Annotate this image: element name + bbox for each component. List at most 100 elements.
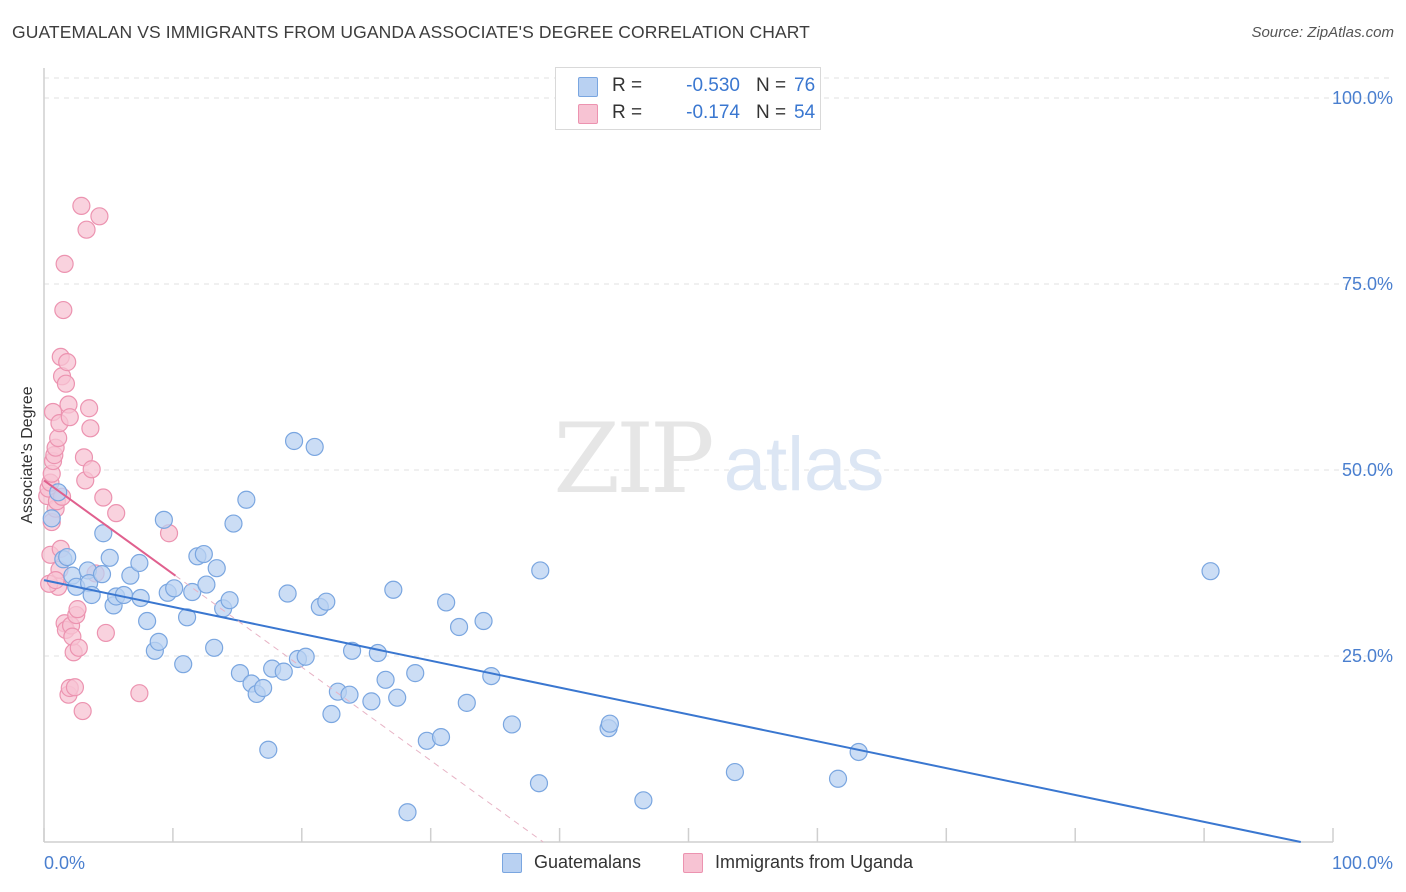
- guatemalan-point: [220, 591, 239, 610]
- guatemalan-point: [174, 655, 193, 674]
- legend-label: Immigrants from Uganda: [715, 852, 914, 872]
- guatemalan-point: [42, 509, 61, 528]
- watermark-zip: ZIP: [553, 403, 712, 515]
- guatemalan-point: [254, 678, 273, 698]
- y-tick-label: 50.0%: [1342, 460, 1393, 480]
- uganda-point: [58, 353, 77, 372]
- uganda-trend-line: [43, 479, 177, 577]
- legend-swatch-pink: [578, 104, 598, 124]
- guatemalan-point: [725, 762, 745, 782]
- guatemalans-trend-line: [43, 579, 1301, 843]
- guatemalan-point: [183, 582, 202, 602]
- chart-title: GUATEMALAN VS IMMIGRANTS FROM UGANDA ASS…: [12, 22, 810, 42]
- guatemalan-point: [531, 561, 550, 580]
- guatemalan-point: [100, 548, 119, 567]
- watermark: ZIP atlas: [553, 403, 884, 515]
- guatemalan-point: [437, 593, 456, 612]
- guatemalan-point: [237, 490, 256, 509]
- guatemalan-point: [406, 664, 425, 683]
- uganda-point: [54, 300, 73, 320]
- legend-swatch-blue: [502, 853, 522, 873]
- uganda-point: [77, 220, 96, 239]
- guatemalan-point: [634, 791, 653, 810]
- guatemalan-point: [388, 688, 407, 707]
- guatemalan-point: [502, 715, 522, 734]
- guatemalan-point: [376, 670, 395, 689]
- series-guatemalans: [42, 431, 1220, 822]
- guatemalan-point: [177, 608, 197, 627]
- guatemalan-point: [482, 666, 501, 686]
- guatemalan-point: [58, 547, 77, 567]
- guatemalan-point: [121, 566, 140, 585]
- uganda-point: [82, 460, 101, 479]
- guatemalan-point: [224, 514, 243, 533]
- uganda-point: [65, 678, 85, 697]
- uganda-point: [69, 638, 88, 657]
- guatemalan-point: [165, 579, 184, 598]
- grid-lines: [44, 77, 1393, 657]
- legend-n-value: 54: [794, 102, 816, 123]
- guatemalan-point: [197, 575, 216, 594]
- y-tick-label: 25.0%: [1342, 646, 1393, 666]
- guatemalan-point: [194, 544, 213, 564]
- guatemalan-point: [317, 592, 336, 611]
- guatemalan-point: [384, 580, 403, 599]
- legend-swatch-pink: [683, 853, 703, 873]
- uganda-trend-extension: [175, 575, 544, 843]
- guatemalan-point: [138, 611, 157, 631]
- guatemalan-point: [342, 641, 362, 660]
- legend-r-label: R =: [612, 75, 643, 96]
- source-label: Source: ZipAtlas.com: [1251, 24, 1394, 41]
- guatemalan-point: [274, 662, 293, 681]
- uganda-point: [80, 399, 99, 418]
- uganda-point: [130, 684, 149, 703]
- uganda-point: [55, 254, 74, 274]
- guatemalan-point: [600, 714, 619, 733]
- series-legend: Guatemalans Immigrants from Uganda: [0, 851, 1406, 879]
- guatemalan-point: [431, 727, 451, 747]
- guatemalan-point: [278, 584, 297, 603]
- guatemalan-point: [207, 559, 226, 578]
- guatemalan-point: [94, 524, 113, 543]
- uganda-point: [81, 419, 100, 438]
- axes: [43, 68, 1334, 843]
- uganda-point: [94, 488, 113, 507]
- legend-label: Guatemalans: [534, 852, 642, 872]
- guatemalan-point: [92, 565, 112, 584]
- legend-n-value: 76: [794, 75, 816, 96]
- watermark-atlas: atlas: [724, 422, 885, 507]
- guatemalan-point: [284, 431, 304, 451]
- uganda-point: [90, 207, 109, 226]
- guatemalan-point: [398, 803, 417, 822]
- x-tick-label: 100.0%: [1332, 853, 1393, 873]
- guatemalan-point: [322, 704, 341, 724]
- guatemalan-point: [449, 617, 469, 637]
- guatemalan-point: [296, 647, 315, 666]
- guatemalan-point: [305, 437, 324, 457]
- guatemalan-point: [529, 774, 549, 793]
- uganda-point: [46, 571, 65, 590]
- guatemalan-point: [457, 693, 476, 712]
- legend-r-value: -0.174: [686, 102, 740, 123]
- guatemalan-point: [368, 643, 387, 663]
- uganda-point: [96, 623, 115, 643]
- legend-r-value: -0.530: [686, 75, 740, 96]
- guatemalan-point: [474, 611, 493, 631]
- guatemalan-point: [362, 692, 381, 711]
- legend-swatch-blue: [578, 77, 598, 97]
- legend-r-label: R =: [612, 102, 643, 123]
- guatemalan-point: [131, 588, 150, 608]
- y-tick-label: 100.0%: [1332, 88, 1393, 108]
- uganda-point: [60, 408, 79, 427]
- uganda-point: [68, 600, 87, 619]
- x-tick-label: 0.0%: [44, 853, 85, 873]
- uganda-point: [72, 196, 91, 215]
- guatemalan-point: [154, 510, 173, 529]
- guatemalan-point: [259, 740, 278, 759]
- y-tick-label: 75.0%: [1342, 274, 1393, 294]
- guatemalan-point: [205, 638, 224, 657]
- guatemalan-point: [149, 632, 168, 651]
- trend-lines: [43, 479, 1301, 843]
- correlation-legend: R = -0.530 N = 76 R = -0.174 N = 54: [555, 67, 821, 130]
